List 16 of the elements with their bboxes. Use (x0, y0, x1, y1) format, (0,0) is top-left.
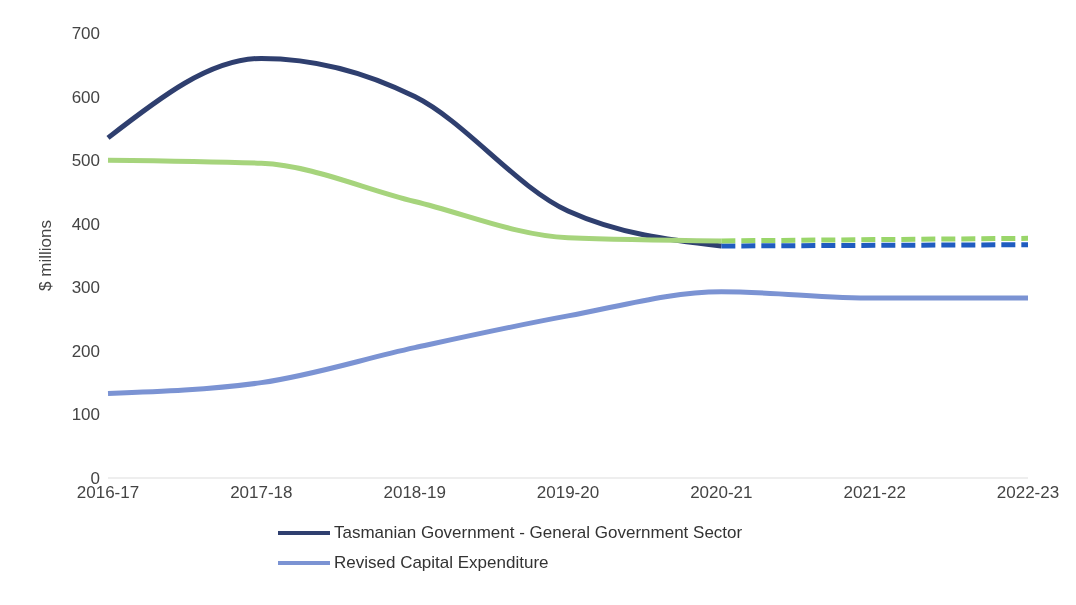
y-tick-label: 100 (71, 405, 100, 425)
y-tick-label: 500 (71, 151, 100, 171)
y-tick-label: 200 (71, 341, 100, 361)
x-tick-label: 2020-21 (690, 483, 753, 503)
x-tick-label: 2021-22 (843, 483, 906, 503)
y-tick-label: 600 (71, 87, 100, 107)
y-tick-label: 700 (71, 24, 100, 44)
legend-label: Tasmanian Government - General Government Sector (334, 523, 743, 543)
y-axis-title: $ millions (36, 220, 56, 291)
x-tick-label: 2018-19 (383, 483, 446, 503)
legend-label: Revised Capital Expenditure (334, 553, 549, 573)
y-tick-label: 300 (71, 278, 100, 298)
x-tick-label: 2017-18 (230, 483, 293, 503)
x-tick-label: 2019-20 (536, 483, 600, 503)
y-tick-label: 400 (71, 214, 100, 234)
x-tick-label: 2022-23 (996, 483, 1060, 503)
